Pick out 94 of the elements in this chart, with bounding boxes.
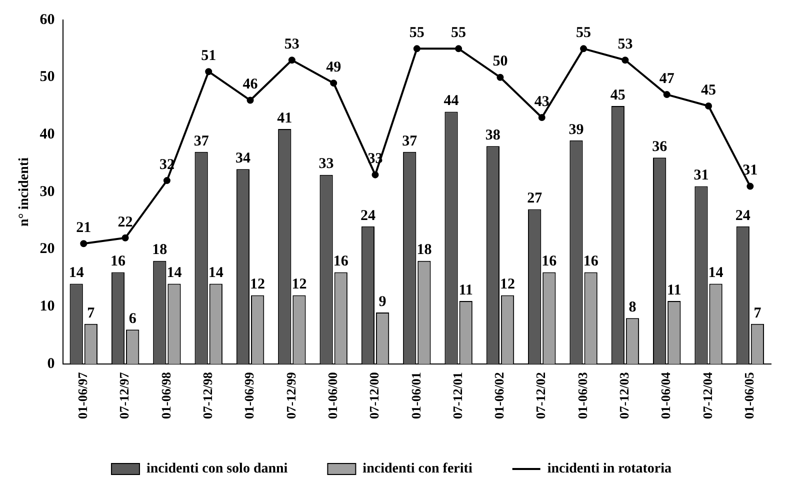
point — [122, 234, 129, 242]
x-tick-label: 07-12/01 — [450, 372, 465, 420]
point — [80, 240, 88, 248]
point — [330, 80, 338, 87]
data-label: 27 — [527, 190, 543, 207]
data-label: 7 — [754, 305, 762, 322]
y-tick-label: 30 — [40, 184, 55, 200]
data-label: 36 — [652, 139, 668, 155]
point — [622, 56, 629, 64]
data-label: 37 — [194, 133, 210, 150]
x-tick-label: 07-12/99 — [283, 372, 298, 420]
x-tick-label: 07-12/98 — [200, 372, 215, 420]
x-tick-label: 01-06/98 — [158, 372, 174, 420]
point — [455, 45, 462, 52]
data-label: 12 — [292, 276, 307, 293]
data-label: 50 — [492, 54, 508, 70]
data-label: 55 — [409, 25, 424, 42]
point — [163, 177, 170, 184]
data-label: 22 — [118, 214, 133, 230]
data-label: 49 — [326, 59, 342, 76]
point — [246, 96, 254, 104]
point — [288, 56, 296, 64]
y-tick-label: 50 — [40, 69, 55, 86]
data-label: 33 — [318, 156, 334, 172]
data-label: 14 — [708, 265, 724, 282]
x-tick-label: 01-06/97 — [74, 372, 90, 420]
data-label: 18 — [416, 242, 432, 258]
data-label: 24 — [360, 208, 376, 224]
x-tick-label: 01-06/04 — [658, 372, 674, 420]
data-label: 12 — [250, 276, 266, 293]
x-tick-label: 01-06/01 — [408, 372, 424, 420]
point — [746, 182, 754, 190]
legend-label: incidenti in rotatoria — [547, 462, 672, 477]
x-tick-label: 07-12/97 — [116, 372, 132, 420]
data-label: 7 — [87, 305, 96, 322]
data-label: 6 — [128, 311, 137, 328]
data-label: 21 — [76, 220, 92, 236]
point — [663, 91, 670, 98]
data-label: 53 — [284, 36, 300, 53]
data-label: 46 — [242, 76, 258, 93]
x-tick-label: 07-12/00 — [366, 372, 382, 420]
point — [580, 45, 588, 52]
y-tick-label: 20 — [40, 241, 55, 258]
data-label: 55 — [576, 25, 592, 42]
x-tick-label: 07-12/02 — [533, 372, 548, 420]
data-label: 18 — [152, 242, 168, 258]
point — [205, 68, 212, 76]
data-label: 16 — [542, 254, 558, 270]
data-label: 16 — [110, 254, 126, 270]
y-tick-label: 0 — [47, 356, 55, 372]
data-label: 16 — [333, 254, 349, 270]
data-label: 31 — [742, 162, 758, 179]
x-tick-label: 07-12/04 — [700, 372, 715, 420]
data-label: 16 — [583, 254, 599, 270]
point — [372, 171, 379, 178]
data-label: 24 — [735, 208, 751, 224]
data-label: 38 — [485, 128, 500, 144]
data-label: 55 — [451, 25, 466, 42]
data-label: 11 — [458, 282, 473, 298]
data-label: 44 — [444, 93, 460, 110]
x-tick-label: 01-06/05 — [742, 372, 757, 420]
y-tick-label: 60 — [40, 12, 55, 28]
data-label: 51 — [201, 48, 216, 64]
data-label: 37 — [402, 133, 418, 150]
y-tick-label: 10 — [40, 298, 55, 315]
point — [496, 74, 504, 81]
data-label: 45 — [701, 82, 716, 98]
data-label: 53 — [618, 36, 633, 53]
point — [413, 45, 420, 52]
data-label: 14 — [166, 265, 182, 282]
data-label: 41 — [277, 110, 292, 126]
point — [538, 114, 546, 121]
x-tick-label: 07-12/03 — [616, 372, 632, 420]
data-label: 11 — [667, 282, 682, 298]
data-label: 47 — [659, 70, 675, 87]
x-tick-label: 01-06/03 — [574, 372, 590, 420]
data-label: 39 — [568, 122, 584, 138]
x-tick-label: 01-06/00 — [324, 372, 340, 420]
data-label: 43 — [534, 94, 550, 110]
data-label: 34 — [235, 150, 251, 166]
x-tick-label: 01-06/99 — [242, 372, 257, 420]
data-label: 31 — [694, 168, 709, 184]
data-label: 12 — [500, 276, 516, 293]
legend-label: incidenti con solo danni — [146, 462, 288, 477]
x-tick-label: 01-06/02 — [492, 372, 507, 420]
y-axis-title: n° incidenti — [17, 157, 32, 227]
data-label: 14 — [208, 265, 224, 282]
data-label: 9 — [378, 294, 386, 310]
legend-label: incidenti con feriti — [362, 462, 472, 477]
data-label: 14 — [68, 265, 84, 282]
data-label: 8 — [628, 300, 636, 316]
data-label: 45 — [610, 87, 626, 104]
point — [705, 102, 712, 110]
y-tick-label: 40 — [40, 126, 55, 143]
